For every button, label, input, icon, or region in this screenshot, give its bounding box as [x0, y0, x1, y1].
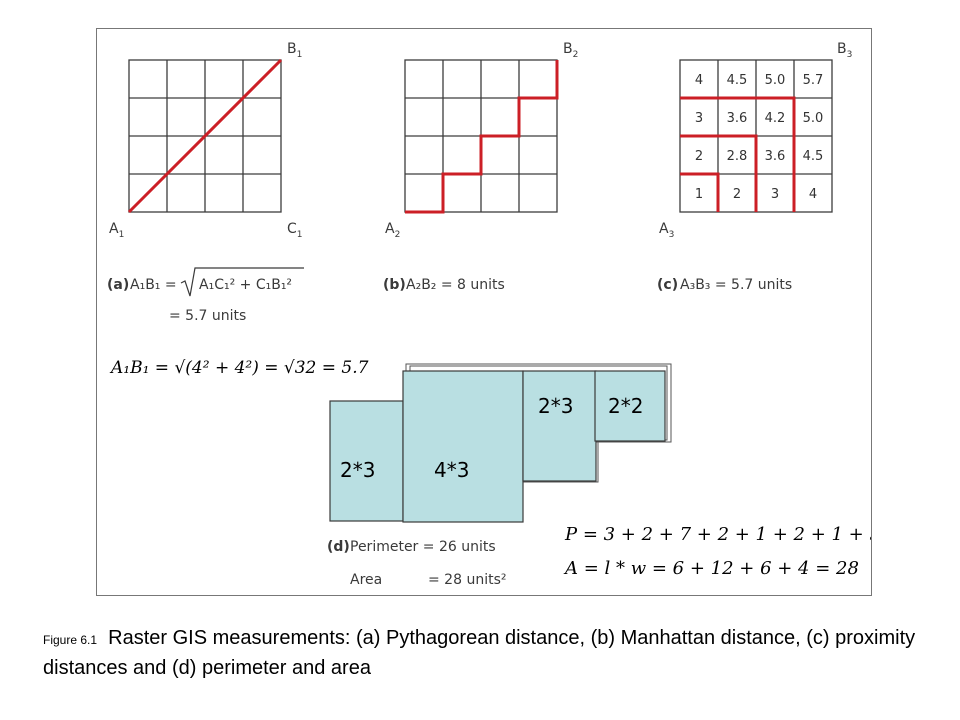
- grid-c-cell: 4: [809, 187, 817, 202]
- manhattan-path-b: [405, 60, 559, 214]
- grid-c-values: 4 4.5 5.0 5.7 3 3.6 4.2 5.0 2 2.8 3.6 4.5 1 2 3 4: [695, 73, 823, 202]
- panel-b: B2 A2 (b) A₂B₂ = 8 units: [383, 41, 578, 293]
- equation-a-radicand: A₁C₁² + C₁B₁²: [199, 277, 292, 293]
- raster-diagram: B1 A1 C1 (a) A₁B₁ = A₁C₁² + C₁B₁² = 5.7 …: [107, 41, 930, 588]
- label-b2: B2: [563, 41, 578, 60]
- block-label-2x3-right: 2*3: [538, 394, 573, 418]
- tag-d: (d): [327, 539, 350, 555]
- equation-c: A₃B₃ = 5.7 units: [680, 277, 792, 293]
- area-value: = 28 units²: [428, 572, 506, 588]
- tag-c: (c): [657, 277, 678, 293]
- area-label: Area: [350, 572, 382, 588]
- grid-c-cell: 2: [733, 187, 741, 202]
- grid-c-cell: 2.8: [727, 149, 748, 164]
- block-label-2x3-left: 2*3: [340, 458, 375, 482]
- perimeter-label: Perimeter = 26 units: [350, 539, 496, 555]
- label-b3: B3: [837, 41, 852, 60]
- perimeter-formula: P = 3 + 2 + 7 + 2 + 1 + 2 + 1 + 5 = 23: [564, 524, 871, 545]
- label-c1: C1: [287, 221, 303, 240]
- equation-b: A₂B₂ = 8 units: [406, 277, 505, 293]
- grid-c-cell: 3: [771, 187, 779, 202]
- figure-panel: B1 A1 C1 (a) A₁B₁ = A₁C₁² + C₁B₁² = 5.7 …: [96, 28, 930, 596]
- grid-c-cell: 1: [695, 187, 703, 202]
- block-4x3: [402, 370, 524, 523]
- panel-a: B1 A1 C1 (a) A₁B₁ = A₁C₁² + C₁B₁² = 5.7 …: [107, 41, 304, 324]
- figure-number: Figure 6.1: [43, 633, 98, 647]
- grid-a: [128, 59, 282, 213]
- panel-d: 2*3 4*3 2*3 2*2 (d) Perimeter = 26 units…: [327, 363, 930, 588]
- equation-a-lhs: A₁B₁ =: [130, 277, 177, 293]
- grid-c-cell: 3: [695, 111, 703, 126]
- label-b1: B1: [287, 41, 302, 60]
- label-a3: A3: [659, 221, 674, 240]
- grid-c-cell: 3.6: [727, 111, 748, 126]
- sqrt-sign-a: [180, 267, 304, 297]
- block-label-4x3: 4*3: [434, 458, 469, 482]
- grid-c-cell: 4.5: [803, 149, 824, 164]
- diagonal-path-a: [127, 58, 283, 214]
- panel-c: 4 4.5 5.0 5.7 3 3.6 4.2 5.0 2 2.8 3.6 4.5 1 2 3 4 B3 A3…: [657, 41, 852, 293]
- figure-caption: Figure 6.1 Raster GIS measurements: (a) …: [43, 624, 923, 682]
- tag-a: (a): [107, 277, 129, 293]
- proximity-contours-c: [680, 96, 796, 212]
- grid-c-cell: 4.2: [765, 111, 786, 126]
- area-formula: A = l * w = 6 + 12 + 6 + 4 = 28: [563, 558, 859, 579]
- grid-c-cell: 4: [695, 73, 703, 88]
- block-2x3-left: [329, 400, 404, 522]
- label-a2: A2: [385, 221, 400, 240]
- grid-c-cell: 4.5: [727, 73, 748, 88]
- block-2x2: [594, 370, 666, 442]
- grid-c-cell: 3.6: [765, 149, 786, 164]
- grid-c-cell: 5.7: [803, 73, 824, 88]
- label-a1: A1: [109, 221, 124, 240]
- blocks: [329, 370, 666, 523]
- equation-a: (a) A₁B₁ = A₁C₁² + C₁B₁² = 5.7 units: [107, 267, 304, 324]
- tag-b: (b): [383, 277, 406, 293]
- equation-a-result: = 5.7 units: [169, 308, 246, 324]
- pythagorean-formula: A₁B₁ = √(4² + 4²) = √32 = 5.7: [109, 358, 369, 378]
- grid-c-cell: 5.0: [803, 111, 824, 126]
- grid-c-cell: 2: [695, 149, 703, 164]
- grid-c-cell: 5.0: [765, 73, 786, 88]
- block-2x3-right: [522, 370, 597, 482]
- caption-text: Raster GIS measurements: (a) Pythagorean…: [43, 627, 916, 679]
- block-label-2x2: 2*2: [608, 394, 643, 418]
